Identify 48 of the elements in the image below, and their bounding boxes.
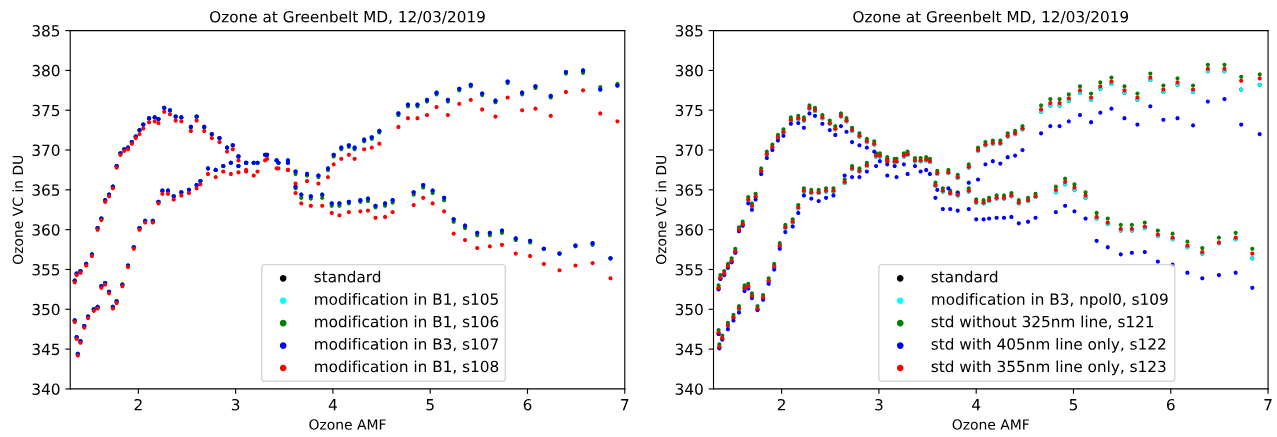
y-tick-label: 380	[32, 64, 60, 77]
x-tick-label: 5	[1069, 399, 1078, 411]
x-tick-label: 6	[1166, 398, 1175, 411]
y-tick-label: 375	[675, 104, 703, 117]
y-tick-label: 355	[32, 263, 60, 276]
x-tick-label: 4	[328, 399, 337, 411]
x-tick-label: 2	[134, 398, 142, 411]
chart-title: Ozone at Greenbelt MD, 12/03/2019	[853, 10, 1129, 25]
x-tick-label: 4	[972, 399, 981, 411]
legend-label: std with 355nm line only, s123	[931, 360, 1166, 376]
legend-label: modification in B1, s105	[315, 293, 498, 307]
x-axis-title: Ozone AMF	[309, 419, 386, 430]
y-tick-label: 345	[675, 343, 703, 356]
x-axis-title: Ozone AMF	[952, 419, 1029, 430]
legend-label: standard	[314, 270, 381, 283]
y-tick-label: 365	[32, 184, 60, 196]
y-tick-label: 360	[675, 224, 703, 236]
y-axis-title: Ozone VC in DU	[655, 155, 667, 264]
legend-label: std without 325nm line, s121	[931, 315, 1154, 329]
y-tick-label: 345	[32, 343, 60, 356]
y-tick-label: 370	[32, 144, 60, 157]
legend-label: modification in B1, s106	[315, 315, 499, 329]
y-tick-label: 385	[32, 25, 60, 37]
x-tick-label: 6	[523, 398, 532, 411]
legend-label: modification in B1, s108	[315, 360, 499, 374]
legend-label: standard	[931, 270, 998, 283]
x-tick-label: 5	[426, 399, 434, 411]
y-tick-label: 360	[32, 224, 60, 236]
x-tick-label: 7	[621, 399, 629, 411]
x-tick-label: 3	[231, 398, 240, 411]
y-tick-label: 340	[32, 383, 60, 395]
x-tick-label: 3	[875, 398, 883, 411]
legend-label: modification in B3, s107	[315, 337, 498, 352]
chart-title: Ozone at Greenbelt MD, 12/03/2019	[210, 10, 485, 25]
y-tick-label: 340	[675, 383, 703, 395]
y-tick-label: 375	[32, 104, 60, 117]
legend-label: std with 405nm line only, s122	[931, 337, 1166, 353]
y-axis-title: Ozone VC in DU	[12, 155, 24, 264]
y-tick-label: 385	[675, 25, 703, 37]
y-tick-label: 355	[675, 263, 703, 276]
legend-label: modification in B3, npol0, s109	[932, 293, 1168, 308]
y-tick-label: 380	[675, 64, 703, 77]
x-tick-label: 7	[1264, 399, 1272, 411]
x-tick-label: 2	[777, 398, 785, 411]
y-tick-label: 370	[675, 144, 703, 157]
y-tick-label: 350	[32, 303, 60, 316]
y-tick-label: 365	[675, 184, 703, 196]
y-tick-label: 350	[675, 303, 703, 316]
